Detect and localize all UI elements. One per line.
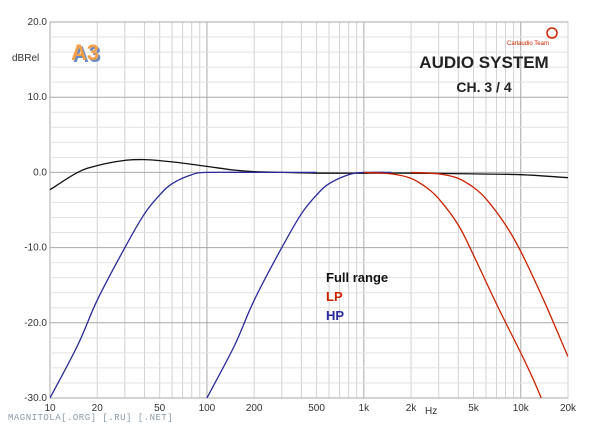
y-axis-label: dBRel (12, 53, 39, 64)
y-tick-label: 10.0 (28, 92, 48, 103)
x-tick-label: 20k (560, 403, 577, 414)
series-line-lp (363, 171, 542, 398)
legend-lp: LP (326, 289, 343, 304)
brand-logo: Carlaudio Team (507, 27, 558, 47)
y-axis-ticks: 20.0 10.0 0.0 -10.0 -20.0 -30.0 (24, 17, 47, 404)
x-axis-ticks: 10 20 50 100 200 500 1k 2k 5k 10k 20k (44, 403, 577, 414)
x-tick-label: 10 (44, 403, 56, 414)
y-tick-label: -30.0 (24, 393, 47, 404)
x-tick-label: 200 (246, 403, 263, 414)
legend-hp: HP (326, 308, 344, 323)
chart-title: AUDIO SYSTEM (419, 53, 548, 72)
brand-logo-text: Carlaudio Team (507, 41, 549, 47)
series-line-hp (206, 171, 392, 398)
x-tick-label: 500 (308, 403, 325, 414)
x-tick-label: 10k (513, 403, 530, 414)
legend: Full range LP HP (326, 270, 388, 323)
plot-background (49, 21, 569, 399)
series-line-full-range (50, 158, 568, 191)
x-tick-label: 2k (406, 403, 418, 414)
a3-logo-text: A3 (71, 40, 99, 65)
x-axis-label: Hz (425, 406, 437, 417)
x-tick-label: 100 (199, 403, 216, 414)
legend-full-range: Full range (326, 270, 388, 285)
series-line-hp (50, 171, 317, 398)
y-tick-label: 20.0 (28, 17, 48, 28)
series-lines (50, 158, 568, 398)
x-tick-label: 50 (154, 403, 166, 414)
x-tick-label: 20 (92, 403, 104, 414)
y-tick-label: -10.0 (24, 243, 47, 254)
x-tick-label: 5k (468, 403, 480, 414)
a3-logo-shadow: A3 (73, 42, 101, 67)
x-tick-label: 1k (359, 403, 371, 414)
watermark: MAGNITOLA[.ORG] [.RU] [.NET] (8, 413, 173, 423)
grid (49, 21, 569, 399)
series-line-lp (411, 171, 568, 357)
brand-circle-icon (546, 27, 558, 39)
chart-subtitle: CH. 3 / 4 (456, 79, 511, 95)
a3-logo: A3 A3 (71, 40, 101, 67)
y-tick-label: -20.0 (24, 318, 47, 329)
y-tick-label: 0.0 (33, 167, 47, 178)
